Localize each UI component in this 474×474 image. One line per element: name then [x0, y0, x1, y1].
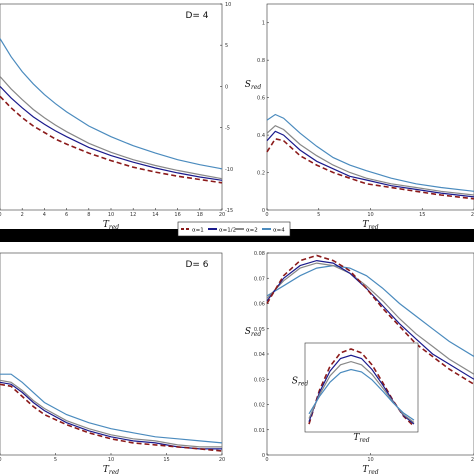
y-tick-label: 0.03: [254, 377, 265, 383]
x-tick-label: 4: [43, 212, 46, 218]
y-tick-label: 0.04: [254, 352, 265, 358]
panel-annotation: D= 6: [185, 260, 208, 270]
x-tick-label: 20: [219, 212, 225, 218]
x-tick-label: 5: [54, 457, 57, 463]
inset-y-label-text: Sred: [292, 377, 309, 388]
panel-top-right: 0 5 10 15 20 0 0.2 0.4 0.6 0.8 1 Tred Sred: [245, 3, 474, 231]
panel3-series-0-line: [266, 264, 474, 358]
x-axis-label-text: Tred: [362, 465, 378, 474]
x-tick-label: 16: [174, 212, 180, 218]
y-axis-label-text: Sred: [245, 80, 262, 91]
panel3-series-3-line: [266, 254, 474, 385]
x-tick-label: 10: [108, 212, 114, 218]
inset-x-label: Tred: [353, 433, 369, 444]
x-tick-label: 10: [367, 212, 373, 218]
x-tick-label: 18: [197, 212, 203, 218]
x-tick-label: 6: [65, 212, 68, 218]
x-axis-label: Tred: [362, 465, 378, 474]
x-axis-label: Tred: [362, 220, 378, 231]
legend-label: α=4: [273, 228, 285, 234]
y-tick-label-right: 0: [225, 84, 228, 90]
x-tick-label: 0: [0, 457, 2, 463]
y-tick-label-right: 5: [225, 43, 228, 49]
inset-y-label: Sred: [292, 377, 309, 388]
x-tick-label: 14: [152, 212, 158, 218]
y-tick-label: 0.08: [254, 251, 265, 257]
y-tick-label: 0.6: [257, 96, 265, 102]
x-tick-label: 20: [219, 457, 225, 463]
legend-label: α=2: [246, 228, 258, 234]
inset-series-3-line: [308, 368, 415, 421]
x-axis-label-text: Tred: [103, 220, 119, 231]
x-axis-label-text: Tred: [362, 220, 378, 231]
legend: α=1 α=1/2 α=2 α=4: [177, 221, 291, 237]
y-tick-label-right: -5: [225, 126, 230, 132]
x-tick-label: 0: [265, 212, 268, 218]
plot-frame: [0, 252, 223, 456]
x-tick-label: 20: [471, 212, 474, 218]
panel1-series-1-line: [266, 124, 474, 196]
panel1-series-3-line: [266, 137, 474, 200]
legend-label: α=1/2: [219, 228, 236, 234]
y-tick-label: 0.07: [254, 276, 265, 282]
panel2-series-1-line: [0, 379, 222, 448]
y-axis-label: Sred: [245, 327, 262, 338]
y-tick-label: 0.01: [254, 428, 265, 434]
y-axis-label: Sred: [245, 80, 262, 91]
y-tick-label: 0.05: [254, 327, 265, 333]
y-tick-label-right: -15: [225, 208, 233, 214]
panel1-series-0-line: [266, 113, 474, 192]
x-tick-label: 12: [130, 212, 136, 218]
plot-frame: [0, 3, 223, 211]
x-tick-label: 5: [317, 212, 320, 218]
y-tick-label-right: 10: [225, 2, 231, 8]
panel3-series-1-line: [266, 262, 474, 375]
x-axis-label: Tred: [103, 220, 119, 231]
panel2-series-0-line: [0, 373, 223, 444]
y-tick-label: 0.2: [257, 171, 265, 177]
y-axis-label-text: Sred: [245, 327, 262, 338]
y-tick-label: 0: [262, 208, 265, 214]
x-tick-label: 0: [0, 212, 2, 218]
x-axis-label-text: Tred: [103, 465, 119, 474]
legend-box: [177, 221, 291, 237]
y-tick-label-right: -10: [225, 167, 233, 173]
x-tick-label: 10: [367, 457, 373, 463]
x-tick-label: 8: [87, 212, 90, 218]
panel-bottom-left: 0 5 10 15 20 Tred D= 6: [0, 252, 225, 474]
y-tick-label: 0.4: [257, 133, 265, 139]
y-tick-label: 0.8: [257, 58, 265, 64]
panel-bottom-right: 0 10 20 0 0.01 0.02 0.03 0.04 0.05 0.06 0.07 0.08 Tr…: [245, 251, 474, 474]
panel2-series-3-line: [0, 383, 223, 452]
panel-top-left: 0 2 4 6 8 10 12 14 16 18 20 10 5 0 -5 -10 -15 Tred D= 4: [0, 2, 233, 231]
y-tick-label: 0.02: [254, 403, 265, 409]
x-tick-label: 20: [471, 457, 474, 463]
panel0-series-3-line: [0, 95, 223, 184]
panel3-series-2-line: [266, 259, 474, 380]
y-tick-label: 0.06: [254, 302, 265, 308]
x-tick-label: 0: [265, 457, 268, 463]
panel0-series-0-line: [0, 38, 223, 170]
panel1-series-2-line: [266, 130, 474, 198]
panel-annotation: D= 4: [185, 11, 208, 21]
legend-label: α=1: [192, 228, 204, 234]
panel0-series-1-line: [0, 76, 223, 180]
inset-x-label-text: Tred: [353, 433, 369, 444]
y-tick-label: 0: [262, 453, 265, 459]
x-tick-label: 15: [419, 212, 425, 218]
y-tick-label: 1: [262, 21, 265, 27]
x-tick-label: 2: [21, 212, 24, 218]
x-tick-label: 15: [163, 457, 169, 463]
inset: Tred Sred: [292, 342, 419, 444]
x-tick-label: 10: [108, 457, 114, 463]
x-axis-label: Tred: [103, 465, 119, 474]
panel0-series-2-line: [0, 85, 223, 181]
